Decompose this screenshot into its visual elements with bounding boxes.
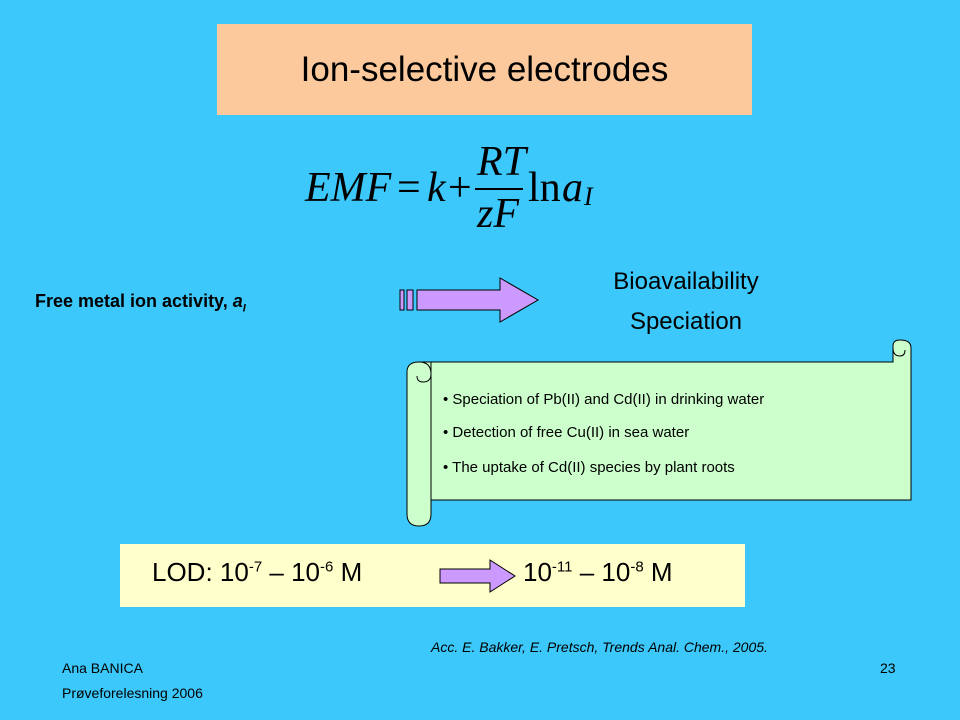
scroll-item: • The uptake of Cd(II) species by plant …	[443, 459, 735, 476]
item-text: Detection of free Cu(II) in sea water	[452, 424, 690, 441]
activity-label: Free metal ion activity, aI	[35, 291, 246, 315]
eq-equals: =	[397, 165, 421, 211]
text: M	[333, 557, 363, 587]
item-text: The uptake of Cd(II) species by plant ro…	[452, 459, 735, 476]
lod-to: 10-11 – 10-8 M	[523, 557, 673, 588]
eq-k: k	[427, 165, 446, 211]
lod-from: LOD: 10-7 – 10-6 M	[152, 557, 362, 588]
scroll	[406, 339, 912, 527]
sup: -11	[551, 558, 573, 576]
eq-sub: I	[584, 182, 593, 211]
reference: Acc. E. Bakker, E. Pretsch, Trends Anal.…	[431, 639, 768, 655]
text: 10	[523, 557, 552, 587]
text: LOD: 10	[152, 557, 249, 587]
title-box: Ion-selective electrodes	[217, 24, 752, 115]
eq-denominator: zF	[477, 191, 519, 237]
title: Ion-selective electrodes	[300, 49, 669, 89]
text: M	[643, 557, 673, 587]
text: – 10	[262, 557, 320, 587]
eq-ln: ln	[528, 165, 561, 211]
activity-sub: I	[242, 302, 246, 315]
outcome: Speciation	[629, 308, 743, 335]
outcome: Bioavailability	[613, 268, 759, 295]
item-text: Speciation of Pb(II) and Cd(II) in drink…	[452, 391, 765, 408]
lod-box: LOD: 10-7 – 10-6 M 10-11 – 10-8 M	[120, 544, 745, 607]
sup: -8	[630, 558, 644, 576]
page-number: 23	[880, 660, 896, 676]
eq-plus: +	[448, 165, 472, 211]
footer-event: Prøveforelesning 2006	[62, 685, 203, 701]
activity-a: a	[232, 291, 243, 311]
text: – 10	[572, 557, 631, 587]
scroll-item: • Detection of free Cu(II) in sea water	[443, 424, 690, 441]
footer-author: Ana BANICA	[62, 660, 143, 676]
eq-numerator: RT	[477, 139, 527, 185]
eq-a: a	[562, 165, 583, 211]
fraction-bar	[475, 188, 523, 190]
scroll-item: • Speciation of Pb(II) and Cd(II) in dri…	[443, 391, 765, 408]
activity-text: Free metal ion activity,	[35, 291, 233, 311]
arrow	[439, 559, 516, 593]
eq-lhs: EMF	[305, 165, 392, 211]
sup: -6	[320, 558, 334, 576]
arrow	[399, 277, 539, 323]
sup: -7	[248, 558, 263, 576]
